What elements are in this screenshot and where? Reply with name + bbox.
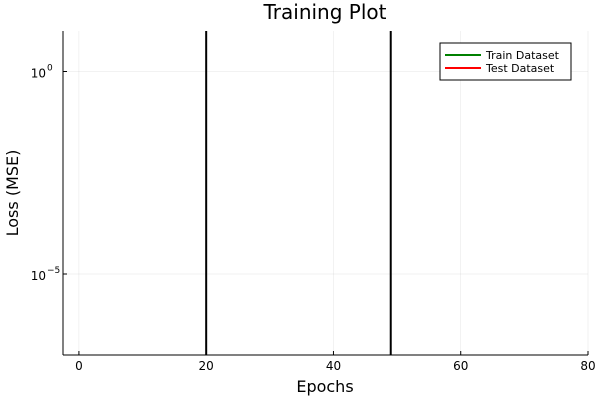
x-tick-label: 40: [326, 359, 341, 373]
x-axis-label: Epochs: [296, 377, 353, 396]
y-tick-label: 10: [31, 269, 46, 283]
y-ticks: 10 010 −5: [31, 64, 67, 283]
y-tick-exponent: 0: [47, 64, 53, 74]
legend-label-train: Train Dataset: [485, 49, 560, 62]
x-ticks: 0 20 40 60 80: [75, 351, 596, 373]
chart-title: Training Plot: [263, 0, 387, 24]
y-axis-label: Loss (MSE): [3, 150, 22, 237]
y-tick-label: 10: [31, 67, 46, 81]
x-tick-label: 60: [453, 359, 468, 373]
legend: Train Dataset Test Dataset: [439, 42, 572, 81]
x-tick-label: 80: [580, 359, 595, 373]
x-tick-label: 20: [199, 359, 214, 373]
x-tick-label: 0: [75, 359, 83, 373]
y-tick-exponent: −5: [47, 266, 60, 276]
vertical-lines: [205, 31, 392, 355]
legend-label-test: Test Dataset: [485, 62, 555, 75]
legend-box: [439, 42, 572, 81]
axes: [62, 31, 588, 356]
